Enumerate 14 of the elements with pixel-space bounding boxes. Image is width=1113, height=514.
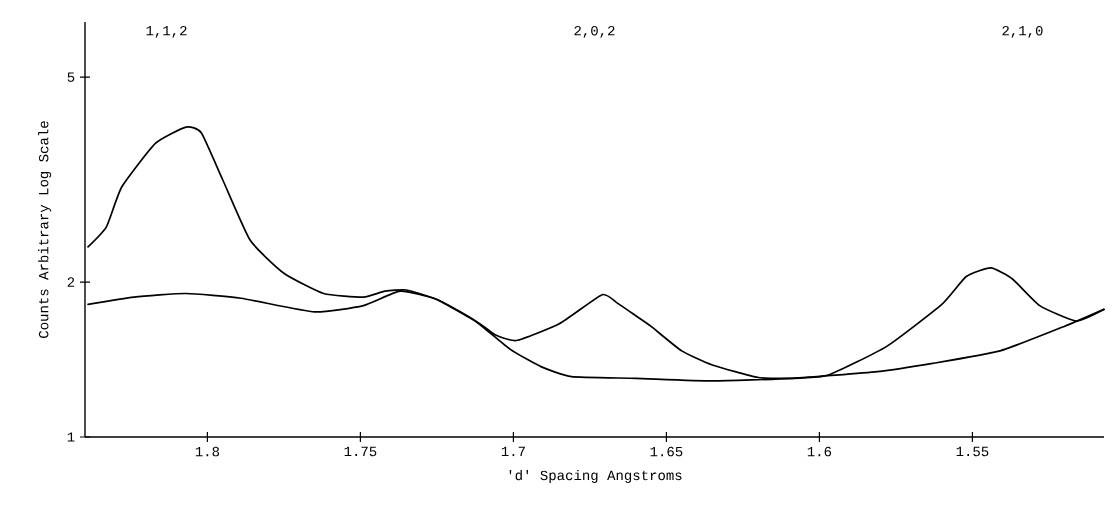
y-axis-title: Counts Arbitrary Log Scale	[38, 121, 52, 338]
annotation: 2,1,0	[1002, 25, 1043, 38]
x-tick-label: 1.7	[501, 446, 525, 457]
y-tick-label: 1	[67, 432, 75, 442]
x-tick-label: 1.8	[195, 446, 220, 457]
x-tick-label: 1.75	[344, 446, 377, 457]
x-axis-title: 'd' Spacing Angstroms	[509, 469, 682, 483]
y-tick-label: 2	[67, 277, 75, 287]
y-tick-label: 5	[67, 72, 75, 82]
x-tick-label: 1.6	[807, 446, 832, 457]
x-tick-label: 1.55	[956, 446, 989, 457]
annotation: 1,1,2	[146, 25, 187, 38]
x-tick-label: 1.65	[650, 446, 683, 457]
annotation: 2,0,2	[574, 25, 615, 38]
